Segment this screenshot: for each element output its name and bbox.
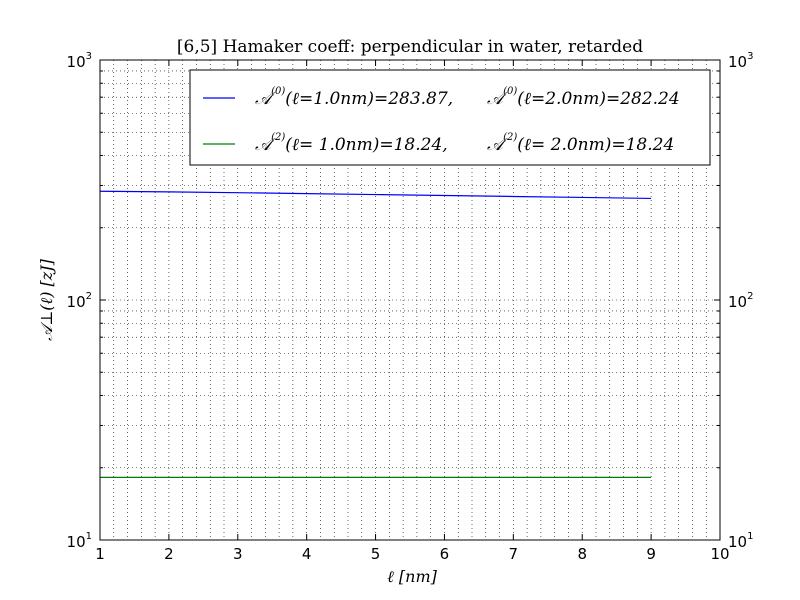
x-tick-label: 5	[371, 545, 381, 563]
legend: 𝒜(0)(ℓ=1.0nm)=283.87, 𝒜(0)(ℓ=2.0nm)=282.…	[189, 69, 711, 166]
x-tick-label: 1	[95, 545, 105, 563]
chart-title: [6,5] Hamaker coeff: perpendicular in wa…	[177, 37, 643, 57]
x-tick-label: 6	[440, 545, 450, 563]
x-tick-label: 3	[233, 545, 243, 563]
y-tick-label-right: 101	[728, 531, 753, 551]
y-tick-label: 101	[67, 531, 92, 551]
x-tick-label: 10	[710, 545, 729, 563]
x-tick-label: 8	[577, 545, 587, 563]
ticks	[99, 59, 721, 541]
legend-box	[189, 69, 711, 166]
x-tick-label: 7	[509, 545, 519, 563]
y-tick-label-right: 102	[728, 291, 753, 311]
y-tick-label: 103	[67, 51, 92, 71]
y-axis-label: 𝒜⊥(ℓ) [zJ]	[37, 258, 56, 341]
legend-entry-0: 𝒜(0)(ℓ=1.0nm)=283.87, 𝒜(0)(ℓ=2.0nm)=282.…	[255, 86, 680, 109]
x-tick-label: 4	[302, 545, 312, 563]
series-layer	[99, 190, 652, 478]
x-axis-label: ℓ [nm]	[387, 567, 437, 586]
y-tick-label-right: 103	[728, 51, 753, 71]
y-tick-label: 102	[67, 291, 92, 311]
x-tick-label: 9	[646, 545, 656, 563]
series-line-0	[99, 190, 652, 200]
x-tick-label: 2	[164, 545, 174, 563]
legend-entry-1: 𝒜(2)(ℓ= 1.0nm)=18.24, 𝒜(2)(ℓ= 2.0nm)=18.…	[255, 132, 674, 155]
